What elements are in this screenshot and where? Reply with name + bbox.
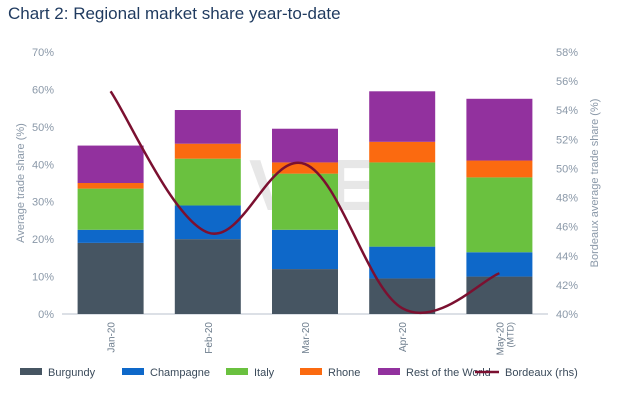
legend-label: Bordeaux (rhs) bbox=[505, 367, 578, 379]
bar-rest-of-the-world bbox=[77, 145, 144, 183]
bar-rhone bbox=[174, 143, 241, 159]
bar-italy bbox=[174, 158, 241, 206]
y2-tick-label: 40% bbox=[556, 309, 578, 321]
y2-tick-label: 56% bbox=[556, 76, 578, 88]
y-tick-label: 10% bbox=[32, 272, 54, 284]
y-tick-label: 20% bbox=[32, 234, 54, 246]
x-tick-label: Mar-20 bbox=[301, 322, 312, 354]
x-tick-label-sub: (MTD) bbox=[505, 322, 515, 348]
bar-rhone bbox=[77, 183, 144, 189]
bar-champagne bbox=[77, 229, 144, 243]
legend-label: Burgundy bbox=[48, 367, 96, 379]
y2-tick-label: 42% bbox=[556, 280, 578, 292]
bar-rhone bbox=[466, 160, 533, 178]
y-axis-label: Average trade share (%) bbox=[15, 123, 27, 243]
x-tick-label: Feb-20 bbox=[204, 322, 215, 354]
bar-rhone bbox=[272, 162, 338, 174]
legend-label: Italy bbox=[254, 367, 275, 379]
bar-champagne bbox=[466, 252, 533, 277]
y-tick-label: 70% bbox=[32, 47, 54, 59]
bar-burgundy bbox=[77, 242, 144, 314]
bar-champagne bbox=[369, 246, 436, 279]
legend-swatch bbox=[378, 368, 400, 375]
bar-champagne bbox=[174, 205, 241, 240]
y-tick-label: 60% bbox=[32, 84, 54, 96]
x-tick-label: Apr-20 bbox=[398, 322, 409, 352]
legend-label: Rest of the World bbox=[406, 367, 491, 379]
bar-italy bbox=[77, 188, 144, 230]
x-tick-label: May-20 bbox=[495, 322, 506, 356]
bar-rest-of-the-world bbox=[369, 91, 436, 142]
y2-axis-label: Bordeaux average trade share (%) bbox=[589, 99, 601, 268]
bar-burgundy bbox=[466, 276, 533, 314]
line-bordeaux bbox=[109, 90, 500, 315]
y2-tick-label: 50% bbox=[556, 163, 578, 175]
y-tick-label: 40% bbox=[32, 159, 54, 171]
y2-tick-label: 44% bbox=[556, 251, 578, 263]
bar-burgundy bbox=[272, 269, 338, 314]
bar-burgundy bbox=[174, 239, 241, 314]
chart-title: Chart 2: Regional market share year-to-d… bbox=[8, 4, 341, 23]
y-tick-label: 30% bbox=[32, 197, 54, 209]
bar-rest-of-the-world bbox=[174, 110, 241, 144]
legend-swatch bbox=[300, 368, 322, 375]
bar-italy bbox=[369, 162, 436, 247]
legend-swatch bbox=[122, 368, 144, 375]
y2-tick-label: 48% bbox=[556, 193, 578, 205]
x-tick-label: Jan-20 bbox=[107, 322, 118, 353]
bar-italy bbox=[466, 177, 533, 253]
bar-rest-of-the-world bbox=[466, 98, 533, 161]
legend-label: Champagne bbox=[150, 367, 210, 379]
y2-tick-label: 58% bbox=[556, 47, 578, 59]
legend-swatch bbox=[20, 368, 42, 375]
y-tick-label: 50% bbox=[32, 122, 54, 134]
y2-tick-label: 54% bbox=[556, 105, 578, 117]
bar-italy bbox=[272, 173, 338, 230]
bar-rhone bbox=[369, 141, 436, 163]
legend-swatch bbox=[226, 368, 248, 375]
bar-rest-of-the-world bbox=[272, 128, 338, 163]
legend-label: Rhone bbox=[328, 367, 360, 379]
bar-champagne bbox=[272, 229, 338, 270]
y2-tick-label: 46% bbox=[556, 222, 578, 234]
y2-tick-label: 52% bbox=[556, 134, 578, 146]
y-tick-label: 0% bbox=[38, 309, 54, 321]
